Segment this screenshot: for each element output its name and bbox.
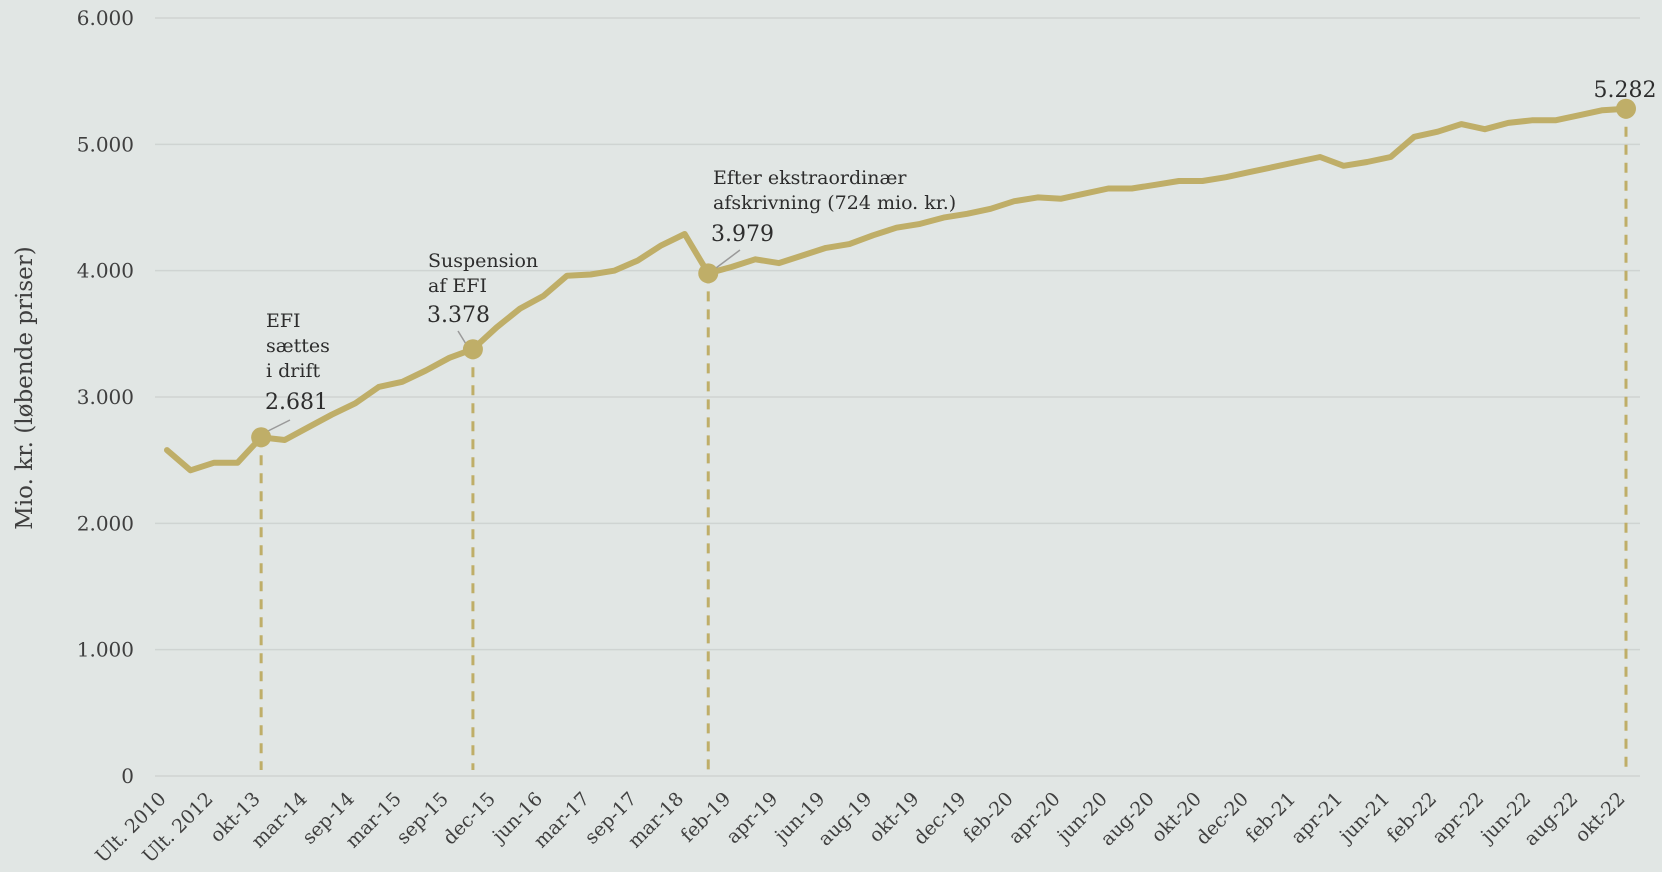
x-tick-label: okt-22 [1571,788,1630,847]
annotation-text: Suspension [428,250,538,272]
marker-point [462,339,483,360]
y-tick-label: 5.000 [77,132,134,156]
annotation-leader [265,419,291,433]
annotation-text: af EFI [428,275,487,297]
x-tick-label: apr-22 [1428,788,1488,848]
x-tick-label: aug-20 [1096,788,1158,850]
x-tick-label: dec-15 [439,788,500,849]
x-tick-label: dec-20 [1192,788,1253,849]
y-tick-label: 6.000 [77,6,134,30]
y-axis-label: Mio. kr. (løbende priser) [12,246,38,529]
annotation-text: EFI [266,310,301,332]
x-tick-label: dec-19 [909,788,970,849]
y-tick-label: 3.000 [77,385,134,409]
annotation-text: afskrivning (724 mio. kr.) [713,192,956,214]
marker-point [698,263,719,284]
gridlines [155,17,1640,777]
y-tick-label: 2.000 [77,511,134,535]
marker-point [1616,98,1636,119]
x-tick-label: apr-21 [1287,788,1347,848]
annotation-leader [715,249,741,269]
series-line [164,105,1629,474]
y-tick-label: 0 [121,764,134,788]
annotation-text: i drift [266,360,320,382]
y-tick-label: 4.000 [77,259,134,283]
marker-point [251,427,272,448]
annotation-text: Efter ekstraordinær [713,167,907,189]
annotation-value: 3.979 [711,222,774,247]
y-tick-label: 1.000 [77,638,134,662]
x-tick-label: aug-22 [1520,788,1582,850]
x-tick-label: jun-21 [1334,788,1394,848]
x-tick-label: apr-19 [722,788,782,848]
marker-droplines [259,108,1628,770]
annotation-value: 5.282 [1594,78,1657,103]
annotation-text: sættes [266,335,330,357]
x-tick-label: aug-19 [814,788,876,850]
annotation-leader [457,330,467,345]
annotation-value: 2.681 [265,390,328,415]
y-axis-ticks: 0 1.000 2.000 3.000 4.000 5.000 6.000 [77,6,134,788]
series-layer [164,105,1629,474]
marker-layer: EFI sættes i drift 2.681 Suspension af EFI 3.3… [251,78,1657,448]
annotation-value: 3.378 [427,303,490,328]
x-tick-label: apr-20 [1005,788,1065,848]
